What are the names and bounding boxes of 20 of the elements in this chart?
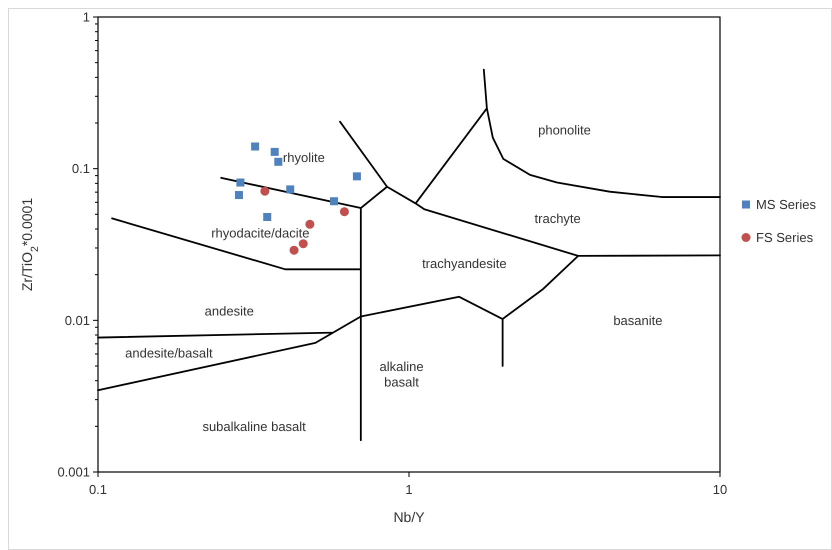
y-tick-label: 0.01 xyxy=(64,312,90,328)
annotation: rhyolite xyxy=(282,150,325,166)
annotation: basanite xyxy=(613,313,662,328)
legend-label: MS Series xyxy=(756,197,816,212)
annotation: rhyodacite/dacite xyxy=(211,226,310,241)
y-tick-label: 1 xyxy=(82,10,90,25)
x-tick-label: 0.1 xyxy=(88,482,108,497)
y-tick-label: 0.1 xyxy=(72,161,90,176)
y-tick-label: 0.001 xyxy=(57,464,90,480)
annotation: alkaline basalt xyxy=(379,358,424,390)
annotation: andesite xyxy=(204,303,254,318)
legend-label: FS Series xyxy=(756,230,814,246)
annotation: phonolite xyxy=(538,122,591,138)
annotation: subalkaline basalt xyxy=(202,419,306,434)
annotation: andesite/basalt xyxy=(125,345,214,360)
annotation: trachyandesite xyxy=(422,256,507,272)
x-axis-title: Nb/Y xyxy=(393,509,426,525)
x-tick-label: 1 xyxy=(405,482,413,497)
x-tick-label: 10 xyxy=(712,482,728,497)
annotation: trachyte xyxy=(534,211,581,226)
